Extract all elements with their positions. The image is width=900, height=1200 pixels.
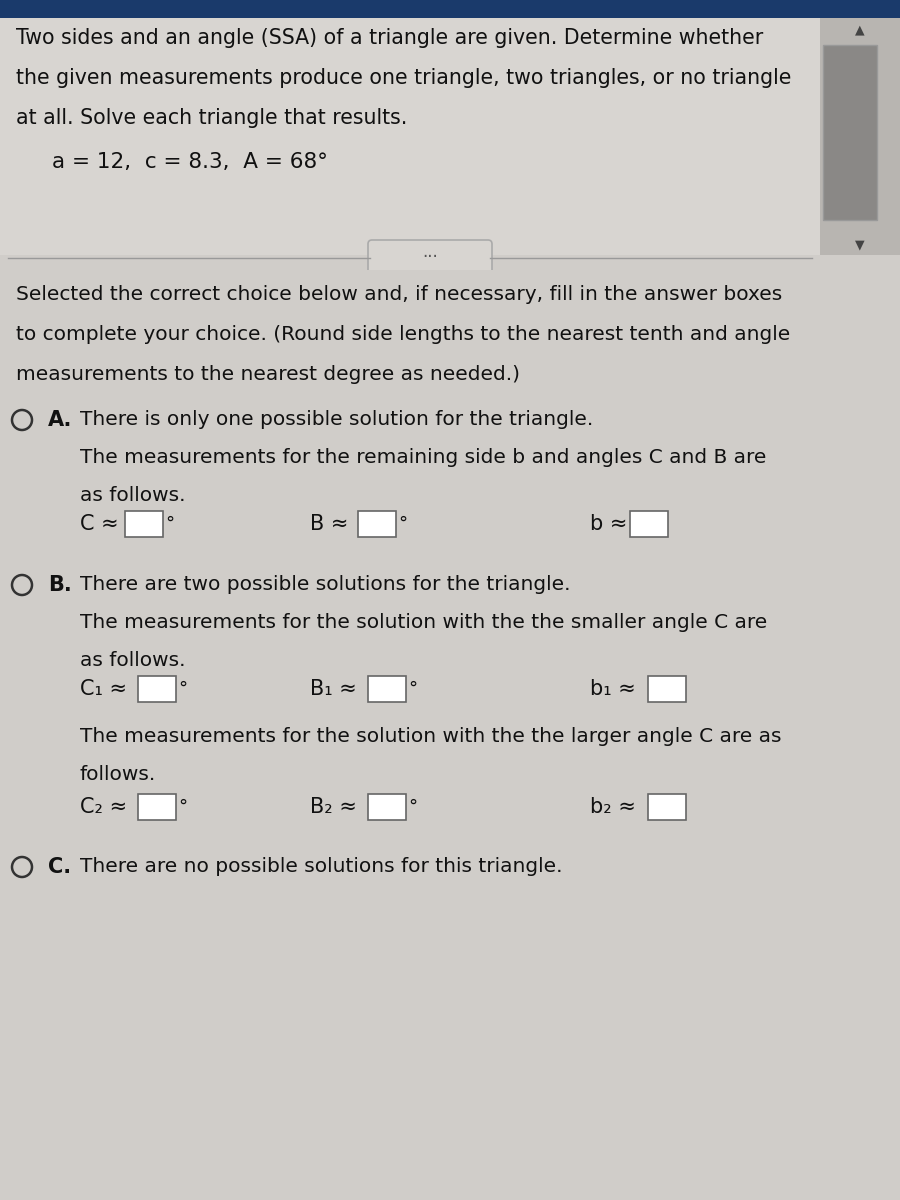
FancyBboxPatch shape bbox=[630, 511, 668, 538]
Text: C ≈: C ≈ bbox=[80, 514, 119, 534]
FancyBboxPatch shape bbox=[820, 18, 900, 254]
Text: b₂ ≈: b₂ ≈ bbox=[590, 797, 636, 817]
Text: Two sides and an angle (SSA) of a triangle are given. Determine whether: Two sides and an angle (SSA) of a triang… bbox=[16, 28, 763, 48]
Text: The measurements for the solution with the the smaller angle C are: The measurements for the solution with t… bbox=[80, 613, 767, 632]
Text: a = 12,  c = 8.3,  A = 68°: a = 12, c = 8.3, A = 68° bbox=[52, 152, 328, 172]
FancyBboxPatch shape bbox=[0, 270, 900, 1200]
Text: B.: B. bbox=[48, 575, 72, 595]
Text: °: ° bbox=[408, 680, 417, 698]
FancyBboxPatch shape bbox=[0, 0, 900, 18]
Text: ▼: ▼ bbox=[855, 239, 865, 252]
Text: B₂ ≈: B₂ ≈ bbox=[310, 797, 357, 817]
Text: B₁ ≈: B₁ ≈ bbox=[310, 679, 356, 698]
Text: There are no possible solutions for this triangle.: There are no possible solutions for this… bbox=[80, 857, 562, 876]
FancyBboxPatch shape bbox=[138, 676, 176, 702]
FancyBboxPatch shape bbox=[358, 511, 396, 538]
Text: C₂ ≈: C₂ ≈ bbox=[80, 797, 127, 817]
Text: b₁ ≈: b₁ ≈ bbox=[590, 679, 635, 698]
Text: °: ° bbox=[408, 798, 417, 816]
Text: °: ° bbox=[178, 798, 187, 816]
Text: follows.: follows. bbox=[80, 766, 157, 784]
Text: °: ° bbox=[165, 515, 174, 533]
FancyBboxPatch shape bbox=[368, 240, 492, 274]
Text: Selected the correct choice below and, if necessary, fill in the answer boxes: Selected the correct choice below and, i… bbox=[16, 284, 782, 304]
Text: A.: A. bbox=[48, 410, 72, 430]
FancyBboxPatch shape bbox=[0, 18, 820, 254]
Text: measurements to the nearest degree as needed.): measurements to the nearest degree as ne… bbox=[16, 365, 520, 384]
Text: as follows.: as follows. bbox=[80, 650, 185, 670]
Text: The measurements for the solution with the the larger angle C are as: The measurements for the solution with t… bbox=[80, 727, 781, 746]
FancyBboxPatch shape bbox=[125, 511, 163, 538]
Text: There are two possible solutions for the triangle.: There are two possible solutions for the… bbox=[80, 575, 571, 594]
Text: B ≈: B ≈ bbox=[310, 514, 348, 534]
Text: °: ° bbox=[398, 515, 407, 533]
Text: °: ° bbox=[178, 680, 187, 698]
Text: b ≈: b ≈ bbox=[590, 514, 627, 534]
Text: ▲: ▲ bbox=[855, 24, 865, 36]
FancyBboxPatch shape bbox=[368, 794, 406, 820]
Text: There is only one possible solution for the triangle.: There is only one possible solution for … bbox=[80, 410, 593, 428]
Text: to complete your choice. (Round side lengths to the nearest tenth and angle: to complete your choice. (Round side len… bbox=[16, 325, 790, 344]
FancyBboxPatch shape bbox=[368, 676, 406, 702]
Text: The measurements for the remaining side b and angles C and B are: The measurements for the remaining side … bbox=[80, 448, 767, 467]
Text: C₁ ≈: C₁ ≈ bbox=[80, 679, 127, 698]
FancyBboxPatch shape bbox=[648, 676, 686, 702]
Text: ···: ··· bbox=[422, 248, 438, 266]
Text: the given measurements produce one triangle, two triangles, or no triangle: the given measurements produce one trian… bbox=[16, 68, 791, 88]
Text: as follows.: as follows. bbox=[80, 486, 185, 505]
FancyBboxPatch shape bbox=[648, 794, 686, 820]
Text: at all. Solve each triangle that results.: at all. Solve each triangle that results… bbox=[16, 108, 408, 128]
FancyBboxPatch shape bbox=[138, 794, 176, 820]
FancyBboxPatch shape bbox=[823, 44, 877, 220]
Text: C.: C. bbox=[48, 857, 71, 877]
